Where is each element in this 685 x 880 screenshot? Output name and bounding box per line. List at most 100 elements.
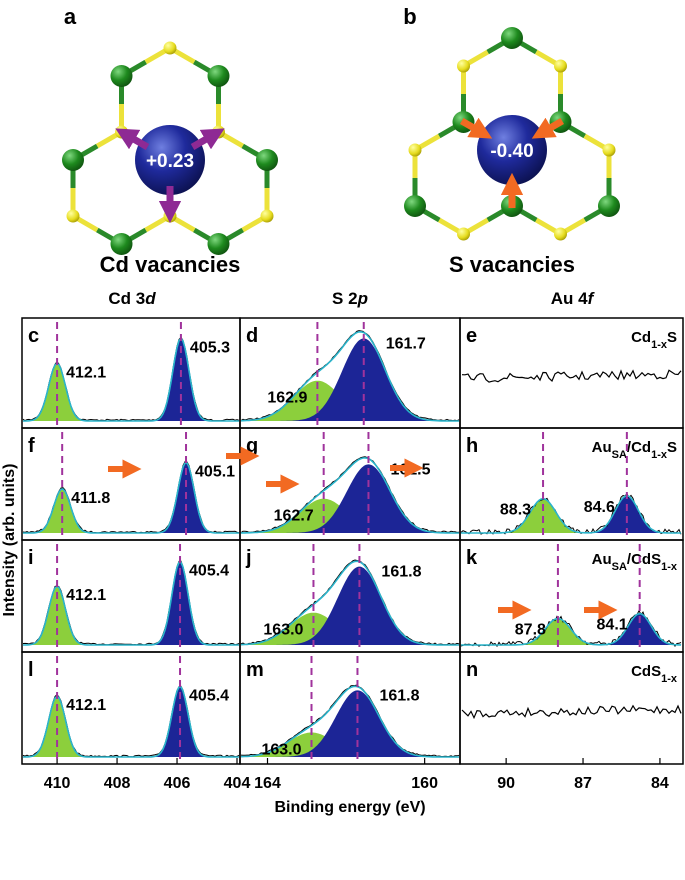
caption: Cd vacancies xyxy=(100,252,241,277)
envelope xyxy=(23,337,239,422)
fitted-peak xyxy=(461,613,682,645)
fitted-peak xyxy=(241,338,459,421)
peak-label: 163.0 xyxy=(261,742,301,759)
x-tick-label: 410 xyxy=(44,775,71,792)
charge-arrow xyxy=(531,117,564,139)
signal-trace xyxy=(461,704,682,720)
panel-letter: k xyxy=(466,547,478,569)
panel-frame xyxy=(459,651,684,765)
peak-label: 84.1 xyxy=(597,617,628,634)
envelope xyxy=(23,462,239,534)
signal-trace xyxy=(461,369,682,383)
sample-part: 1-x xyxy=(651,339,668,351)
charge-arrow xyxy=(115,128,150,151)
sample-part: 1-x xyxy=(651,449,668,461)
peak-label: 162.9 xyxy=(267,390,307,407)
panel-letter: n xyxy=(466,659,478,681)
shift-arrows xyxy=(108,446,618,620)
sample-part: SA xyxy=(612,449,627,461)
sample-part: Cd xyxy=(631,329,651,346)
fitted-peak xyxy=(23,561,239,645)
sample-label: AuSA/CdS1-x xyxy=(592,551,678,573)
x-axis-label: Binding energy (eV) xyxy=(274,799,425,816)
envelope xyxy=(240,560,459,646)
fitted-peak xyxy=(23,363,239,421)
caption: S vacancies xyxy=(449,252,575,277)
cd-atom xyxy=(501,27,523,49)
column-title: Au 4f xyxy=(551,289,596,308)
panel-letter: f xyxy=(28,435,35,457)
envelope xyxy=(240,330,459,422)
structures: +0.23 -0.40 xyxy=(62,27,620,255)
peak-label: 405.3 xyxy=(190,339,230,356)
peak-label: 412.1 xyxy=(66,697,106,714)
panel-letter: b xyxy=(403,4,416,29)
s-atom xyxy=(553,227,567,241)
peak-label: 161.8 xyxy=(379,687,419,704)
peak-label: 84.6 xyxy=(584,499,615,516)
peak-label: 405.4 xyxy=(189,563,229,580)
envelope xyxy=(23,561,239,646)
fitted-peak xyxy=(241,732,459,757)
s-atom xyxy=(260,209,274,223)
peak-label: 162.7 xyxy=(274,508,314,525)
s-atom xyxy=(457,227,471,241)
peak-label: 412.1 xyxy=(66,364,106,381)
charge-arrow xyxy=(460,117,493,139)
cd-atom xyxy=(62,149,85,171)
raw-data xyxy=(240,684,460,758)
column-title: S 2p xyxy=(332,289,368,308)
x-tick-label: 87 xyxy=(574,775,592,792)
panel-letter: i xyxy=(28,547,34,569)
sample-part: Au xyxy=(592,439,612,456)
cd-atom xyxy=(255,149,278,171)
sample-part: Au xyxy=(592,551,612,568)
fitted-peak xyxy=(23,686,239,757)
vacancy-sphere xyxy=(477,115,547,185)
cd-atom xyxy=(207,233,230,255)
fitted-peak xyxy=(461,618,682,645)
sample-label: Cd1-xS xyxy=(631,329,677,351)
fitted-peak xyxy=(241,612,459,645)
envelope xyxy=(241,457,459,534)
fitted-peak xyxy=(23,586,239,645)
fitted-peak xyxy=(241,690,459,757)
peak-label: 411.8 xyxy=(71,490,110,507)
peak-label: 405.4 xyxy=(189,687,229,704)
charge-arrow xyxy=(190,128,225,151)
cd-atom xyxy=(207,65,230,87)
charge-label: +0.23 xyxy=(146,151,194,172)
panel-letter: m xyxy=(246,659,264,681)
x-tick-label: 164 xyxy=(254,775,281,792)
peak-label: 161.7 xyxy=(386,335,426,352)
sample-part: S xyxy=(667,439,677,456)
column-title: Cd 3d xyxy=(108,289,156,308)
fitted-peak xyxy=(23,696,239,757)
panel-letter: l xyxy=(28,659,34,681)
x-tick-label: 90 xyxy=(497,775,515,792)
charge-label: -0.40 xyxy=(490,141,533,162)
vacancy-sphere xyxy=(135,125,205,195)
fitted-peak xyxy=(23,462,239,533)
title-part: d xyxy=(145,289,156,308)
panel-letter: c xyxy=(28,325,39,347)
title-part: p xyxy=(357,289,368,308)
envelope xyxy=(461,494,681,534)
sample-part: 1-x xyxy=(661,673,678,685)
sample-part: SA xyxy=(612,561,627,573)
s-atom xyxy=(408,143,422,157)
x-tick-label: 406 xyxy=(164,775,191,792)
panel-letter: e xyxy=(466,325,477,347)
sample-part: /Cd xyxy=(627,439,651,456)
s-atom xyxy=(457,59,471,73)
panel-letter: j xyxy=(245,547,252,569)
sample-part: S xyxy=(667,329,677,346)
title-part: Cd 3 xyxy=(108,289,145,308)
sample-part: CdS xyxy=(631,663,661,680)
fitted-peak xyxy=(241,566,459,645)
cd-atom xyxy=(404,195,427,217)
y-axis-label: Intensity (arb. units) xyxy=(1,464,18,617)
